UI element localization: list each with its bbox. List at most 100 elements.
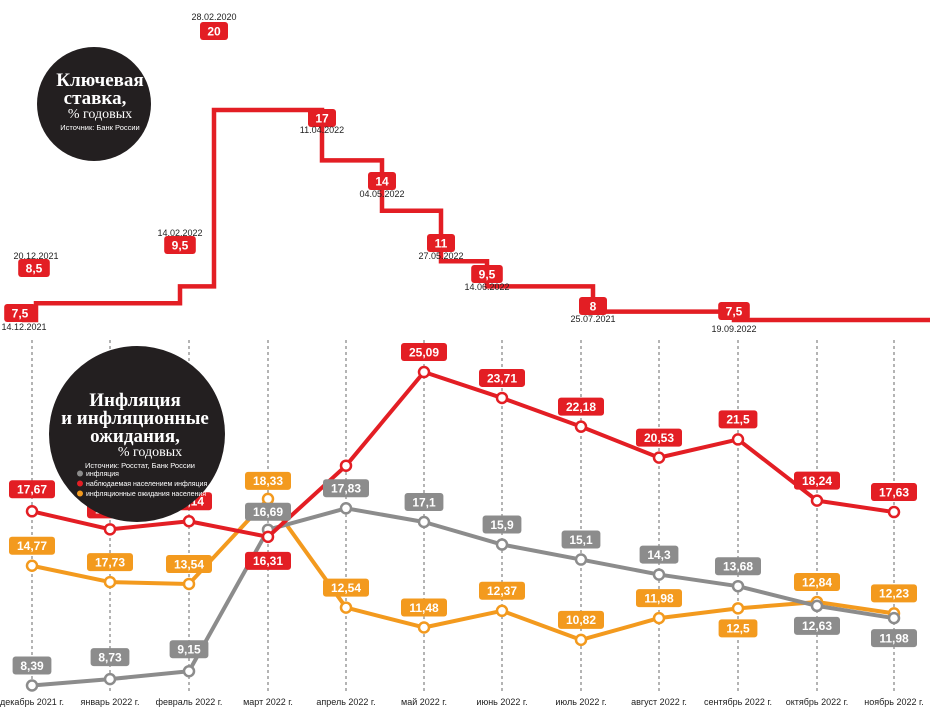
category-label: ноябрь 2022 г. [864, 697, 923, 707]
value-label-orange-bg [323, 578, 369, 597]
key-rate-date-label: 14.06.2022 [464, 282, 509, 292]
value-label-gray: 17,1 [412, 495, 436, 509]
key-rate-value-label-bg [18, 259, 50, 277]
value-label-gray-bg [715, 557, 761, 576]
key-rate-value-label: 17 [315, 111, 329, 125]
value-label-red: 25,09 [409, 345, 439, 359]
key-rate-value-label: 7,5 [726, 304, 743, 318]
value-label-orange-bg [9, 536, 55, 555]
value-label-orange: 11,48 [409, 601, 439, 615]
data-point-orange [731, 602, 745, 615]
title-circle-background [49, 346, 225, 522]
key-rate-value-label: 20 [207, 24, 221, 38]
value-label-red-bg [245, 551, 291, 570]
category-label: декабрь 2021 г. [0, 697, 64, 707]
value-label-orange: 17,73 [95, 555, 125, 569]
value-label-orange-bg [794, 572, 840, 591]
value-label-red: 21,5 [726, 413, 750, 427]
data-point-orange [103, 575, 117, 589]
value-label-gray: 14,3 [647, 548, 671, 562]
data-point-orange [495, 604, 509, 618]
inflation-title-line2: и инфляционные [61, 408, 209, 429]
legend-label: наблюдаемая населением инфляция [86, 480, 207, 488]
key-rate-value-label: 14 [375, 174, 389, 188]
series-line-red [31, 370, 895, 539]
key-rate-title-line1: Ключевая [56, 70, 143, 91]
category-label: октябрь 2022 г. [786, 697, 849, 707]
key-rate-date-label: 20.12.2021 [13, 251, 58, 261]
data-point-orange [417, 621, 431, 634]
data-point-orange [574, 633, 588, 647]
value-label-red-bg [479, 368, 525, 387]
series-line-gray [31, 506, 895, 688]
value-label-gray: 12,63 [802, 619, 832, 633]
inflation-title-circle: Инфляция и инфляционные ожидания, % годо… [49, 346, 225, 522]
data-point-orange [25, 559, 39, 572]
value-label-gray-bg [639, 545, 679, 564]
key-rate-date-label: 25.07.2021 [570, 314, 615, 324]
data-point-gray [810, 599, 824, 613]
key-rate-chart: 7,514.12.20218,520.12.20219,514.02.20222… [1, 12, 930, 334]
value-label-red: 17,67 [17, 483, 47, 497]
value-label-red-bg [636, 428, 682, 447]
value-label-gray-bg [561, 530, 601, 549]
data-point-gray [339, 502, 353, 515]
key-rate-value-label: 9,5 [172, 238, 189, 252]
data-point-red [810, 494, 824, 507]
key-rate-value-label-bg [200, 22, 228, 40]
data-point-gray [574, 553, 588, 566]
data-point-gray [103, 672, 117, 686]
data-point-orange [182, 577, 196, 591]
value-label-orange: 12,5 [726, 622, 750, 636]
value-label-orange-bg [718, 619, 758, 638]
key-rate-title-line2: ставка, [64, 88, 127, 109]
key-rate-value-label: 8 [590, 299, 597, 313]
data-point-red [574, 420, 588, 433]
data-point-red [261, 530, 275, 544]
value-label-gray: 8,73 [98, 650, 122, 664]
key-rate-value-label: 11 [435, 236, 448, 250]
value-label-orange-bg [245, 471, 291, 490]
value-label-red: 18,24 [802, 474, 832, 488]
data-point-gray [417, 515, 431, 529]
key-rate-value-label-bg [308, 109, 336, 127]
inflation-title-line1: Инфляция [89, 390, 181, 411]
data-point-red [339, 459, 353, 472]
key-rate-value-label-bg [164, 236, 196, 254]
data-point-orange [339, 601, 353, 614]
value-label-gray: 15,9 [490, 518, 514, 532]
value-label-red-bg [558, 397, 604, 416]
value-label-gray-bg [871, 629, 917, 648]
data-point-red [887, 505, 901, 519]
value-label-orange-bg [636, 589, 682, 608]
key-rate-date-label: 11.04.2022 [300, 125, 344, 135]
data-point-red [25, 505, 39, 518]
value-label-red: 22,18 [566, 400, 596, 414]
value-label-red-bg [718, 410, 758, 429]
key-rate-date-label: 14.02.2022 [157, 228, 202, 238]
value-label-gray: 9,15 [177, 643, 201, 657]
category-label: февраль 2022 г. [156, 697, 223, 707]
value-label-gray: 13,68 [723, 560, 753, 574]
value-label-gray: 11,98 [879, 631, 909, 645]
inflation-source: Источник: Росстат, Банк России [85, 461, 195, 470]
legend-label: инфляция [86, 471, 119, 478]
legend: инфляция наблюдаемая населением инфляция и… [77, 470, 207, 498]
key-rate-date-label: 28.02.2020 [191, 12, 236, 22]
category-label: июнь 2022 г. [476, 697, 527, 707]
value-label-orange: 11,98 [644, 591, 674, 605]
key-rate-value-label: 8,5 [26, 261, 43, 275]
category-label: январь 2022 г. [81, 697, 140, 707]
data-point-gray [182, 664, 196, 678]
category-label: март 2022 г. [243, 697, 293, 707]
legend-marker-red [77, 480, 83, 487]
value-label-gray-bg [323, 479, 369, 498]
data-point-gray [495, 538, 509, 551]
inflation-title-line3: ожидания, [90, 426, 180, 447]
value-label-gray-bg [794, 616, 840, 635]
value-label-gray-bg [404, 493, 444, 512]
value-label-orange-bg [87, 553, 133, 572]
value-label-gray: 8,39 [20, 659, 44, 673]
value-label-orange: 12,84 [802, 575, 832, 589]
value-label-red: 20,53 [644, 431, 674, 445]
